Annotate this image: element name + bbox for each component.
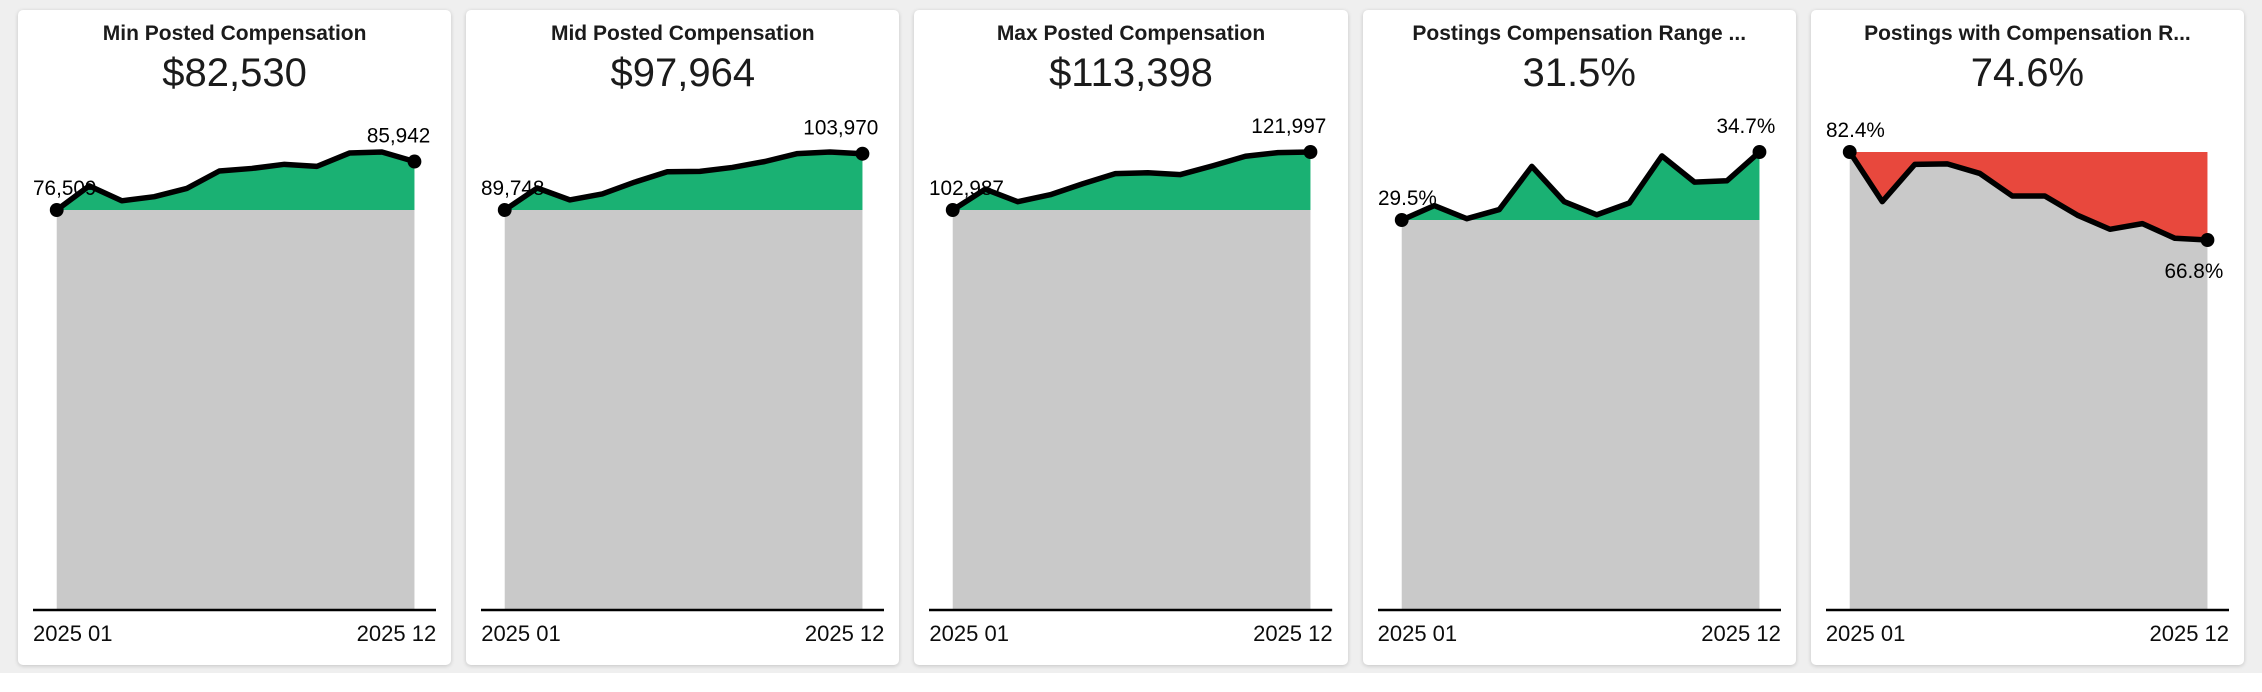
svg-text:89,748: 89,748 — [481, 177, 544, 200]
kpi-card-postings-with-compensation[interactable]: Postings with Compensation R... 74.6% 82… — [1810, 10, 2245, 665]
sparkline-chart[interactable]: 89,748 103,970 — [481, 102, 885, 614]
sparkline-chart[interactable]: 29.5% 34.7% — [1377, 102, 1781, 614]
svg-text:29.5%: 29.5% — [1378, 187, 1437, 210]
card-value: $113,398 — [1049, 51, 1213, 95]
axis-start-label: 2025 01 — [929, 621, 1009, 646]
card-title: Postings Compensation Range ... — [1412, 22, 1747, 45]
axis-end-label: 2025 12 — [2149, 621, 2230, 646]
axis-start-label: 2025 01 — [1377, 621, 1458, 646]
card-value: 74.6% — [1970, 51, 2085, 95]
kpi-card-mid-posted-compensation[interactable]: Mid Posted Compensation $97,964 89,748 10… — [466, 10, 900, 665]
svg-text:76,509: 76,509 — [33, 177, 96, 200]
svg-text:85,942: 85,942 — [367, 124, 430, 147]
card-value: $97,964 — [610, 51, 756, 95]
kpi-card-min-posted-compensation[interactable]: Min Posted Compensation $82,530 76,509 85… — [18, 10, 452, 665]
x-axis-labels: 2025 01 2025 12 — [1826, 621, 2229, 647]
card-value: $82,530 — [162, 51, 307, 95]
kpi-card-max-posted-compensation[interactable]: Max Posted Compensation $113,398 102,987… — [914, 10, 1348, 665]
axis-end-label: 2025 12 — [356, 621, 437, 646]
kpi-card-postings-compensation-range[interactable]: Postings Compensation Range ... 31.5% 29… — [1362, 10, 1796, 665]
kpi-band: Min Posted Compensation $82,530 76,509 85… — [0, 0, 2262, 673]
card-title: Min Posted Compensation — [102, 22, 367, 45]
axis-end-label: 2025 12 — [1253, 621, 1333, 646]
x-axis-labels: 2025 01 2025 12 — [481, 621, 884, 647]
x-axis-labels: 2025 01 2025 12 — [929, 621, 1332, 647]
x-axis-labels: 2025 01 2025 12 — [33, 621, 436, 647]
sparkline-chart[interactable]: 82.4% 66.8% — [1825, 102, 2230, 614]
axis-end-label: 2025 12 — [1701, 621, 1781, 646]
x-axis-labels: 2025 01 2025 12 — [1378, 621, 1781, 647]
card-title: Postings with Compensation R... — [1864, 22, 2191, 45]
sparkline-chart[interactable]: 76,509 85,942 — [33, 102, 437, 614]
card-title: Max Posted Compensation — [996, 22, 1266, 45]
axis-start-label: 2025 01 — [33, 621, 113, 646]
svg-text:82.4%: 82.4% — [1826, 119, 1885, 142]
axis-end-label: 2025 12 — [804, 621, 885, 646]
svg-text:102,987: 102,987 — [929, 177, 1004, 200]
axis-start-label: 2025 01 — [1825, 621, 1906, 646]
card-value: 31.5% — [1522, 51, 1636, 95]
svg-text:103,970: 103,970 — [804, 117, 879, 140]
svg-text:66.8%: 66.8% — [2164, 260, 2223, 283]
svg-text:34.7%: 34.7% — [1716, 115, 1775, 138]
axis-start-label: 2025 01 — [481, 621, 561, 646]
svg-text:121,997: 121,997 — [1252, 115, 1327, 138]
sparkline-chart[interactable]: 102,987 121,997 — [929, 102, 1333, 614]
card-title: Mid Posted Compensation — [550, 22, 815, 45]
